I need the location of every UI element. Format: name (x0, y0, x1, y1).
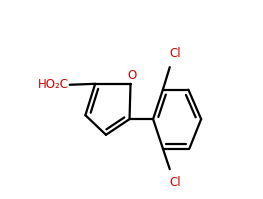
Text: HO₂C: HO₂C (38, 78, 69, 91)
Text: Cl: Cl (170, 47, 181, 60)
Text: O: O (128, 69, 137, 82)
Text: Cl: Cl (170, 176, 181, 189)
